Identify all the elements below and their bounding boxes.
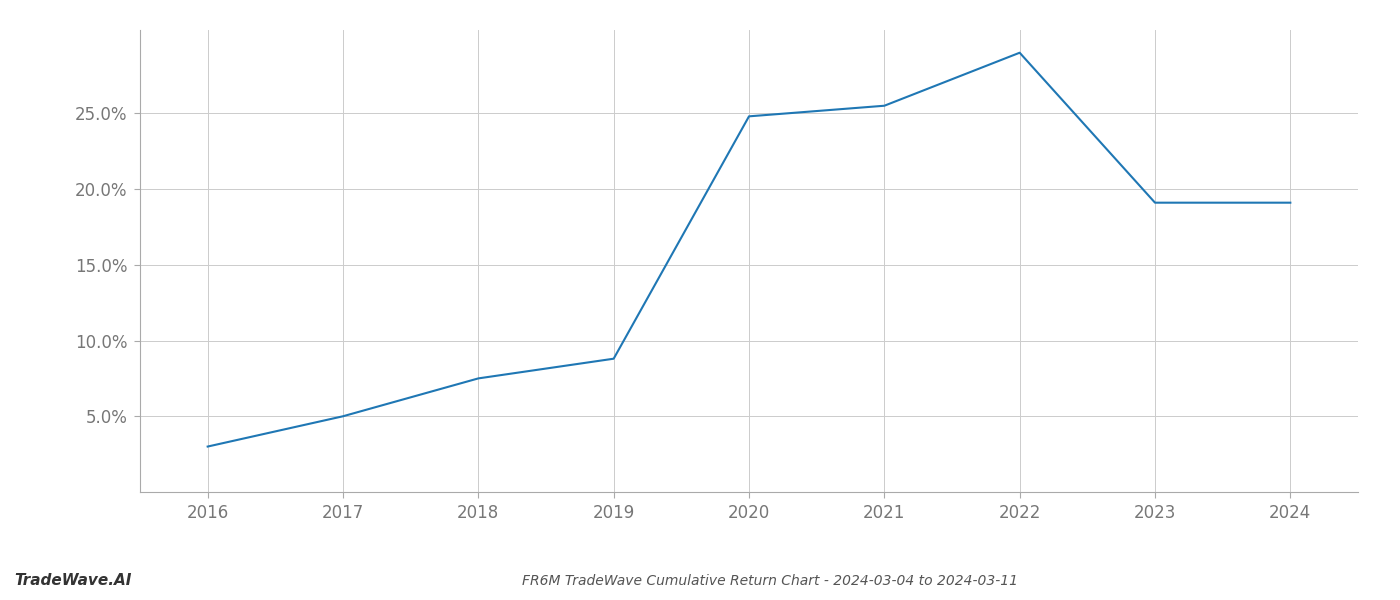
Text: FR6M TradeWave Cumulative Return Chart - 2024-03-04 to 2024-03-11: FR6M TradeWave Cumulative Return Chart -… xyxy=(522,574,1018,588)
Text: TradeWave.AI: TradeWave.AI xyxy=(14,573,132,588)
